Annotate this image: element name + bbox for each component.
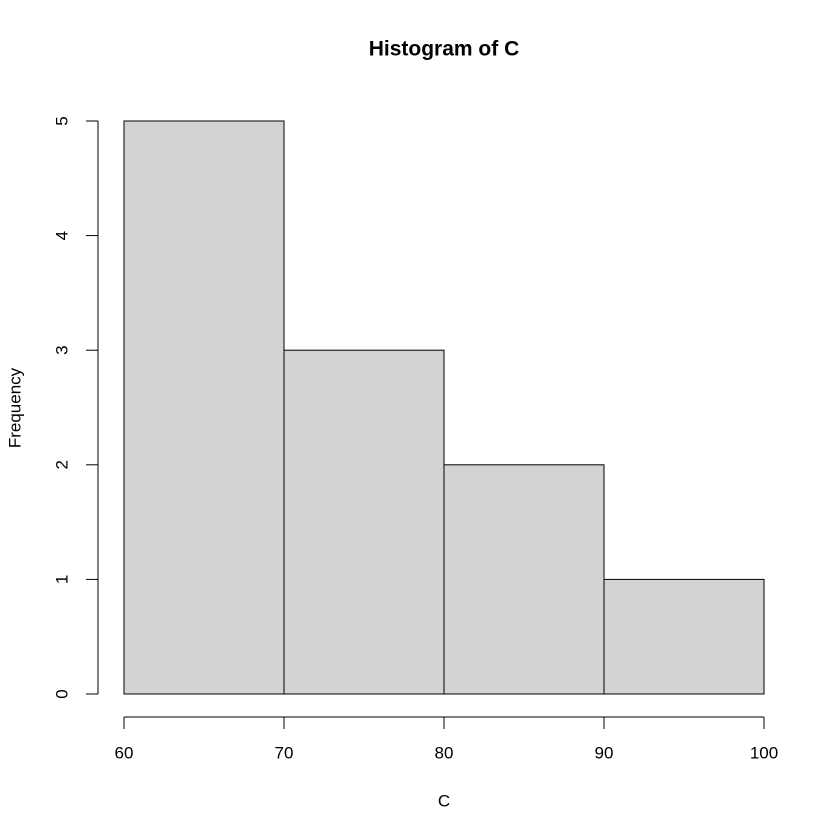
bar — [123, 120, 285, 695]
y-tick-label: 2 — [52, 460, 71, 469]
y-axis-label: Frequency — [5, 367, 24, 448]
bar — [283, 349, 445, 695]
y-tick-label: 0 — [52, 689, 71, 698]
x-tick-label: 100 — [750, 743, 778, 762]
x-axis-label: C — [438, 791, 450, 810]
x-tick-label: 70 — [275, 743, 294, 762]
x-tick-label: 80 — [435, 743, 454, 762]
x-tick-label: 60 — [115, 743, 134, 762]
y-tick-label: 4 — [52, 231, 71, 240]
bar — [443, 464, 605, 695]
chart-title: Histogram of C — [369, 38, 520, 61]
y-tick-label: 3 — [52, 345, 71, 354]
y-tick-label: 5 — [52, 116, 71, 125]
x-tick-label: 90 — [595, 743, 614, 762]
y-tick-label: 1 — [52, 575, 71, 584]
bar — [603, 578, 765, 695]
